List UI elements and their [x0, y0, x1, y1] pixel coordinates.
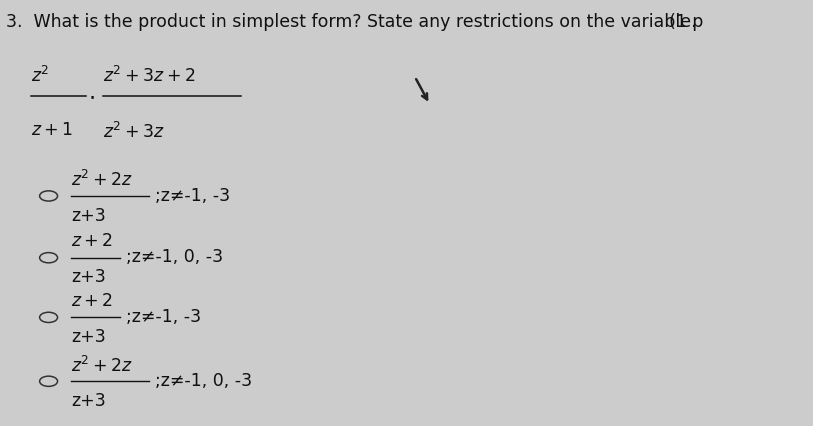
Text: $\cdot$: $\cdot$: [88, 86, 94, 109]
Text: z+3: z+3: [71, 328, 106, 346]
Text: $z^2+2z$: $z^2+2z$: [71, 170, 133, 190]
Text: $z^2+3z+2$: $z^2+3z+2$: [103, 66, 195, 86]
Text: $z+2$: $z+2$: [71, 292, 113, 310]
Text: z+3: z+3: [71, 268, 106, 286]
Text: ;z≠-1, 0, -3: ;z≠-1, 0, -3: [155, 372, 253, 390]
Text: $z^2+2z$: $z^2+2z$: [71, 356, 133, 376]
Text: (1 p: (1 p: [669, 13, 703, 31]
Text: ;z≠-1, 0, -3: ;z≠-1, 0, -3: [125, 248, 223, 266]
Text: $z^2$: $z^2$: [32, 66, 50, 86]
Text: $z+2$: $z+2$: [71, 232, 113, 250]
Text: ;z≠-1, -3: ;z≠-1, -3: [125, 308, 201, 326]
Text: z+3: z+3: [71, 207, 106, 225]
Text: ;z≠-1, -3: ;z≠-1, -3: [155, 187, 231, 204]
Text: $z+1$: $z+1$: [32, 121, 73, 139]
Text: $z^2+3z$: $z^2+3z$: [103, 121, 165, 141]
Text: z+3: z+3: [71, 392, 106, 410]
Text: 3.  What is the product in simplest form? State any restrictions on the variable: 3. What is the product in simplest form?…: [6, 13, 697, 31]
